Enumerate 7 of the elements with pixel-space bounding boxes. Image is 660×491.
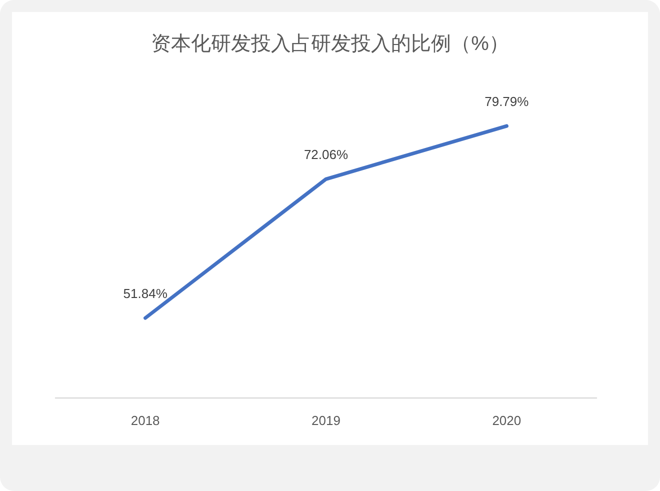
x-tick-label: 2019: [312, 413, 340, 428]
data-label: 72.06%: [304, 147, 348, 162]
chart-title: 资本化研发投入占研发投入的比例（%）: [151, 33, 509, 55]
x-tick-label: 2020: [492, 413, 522, 428]
data-label: 51.84%: [123, 286, 168, 301]
data-label: 79.79%: [484, 94, 530, 109]
x-tick-label: 2018: [130, 413, 160, 428]
